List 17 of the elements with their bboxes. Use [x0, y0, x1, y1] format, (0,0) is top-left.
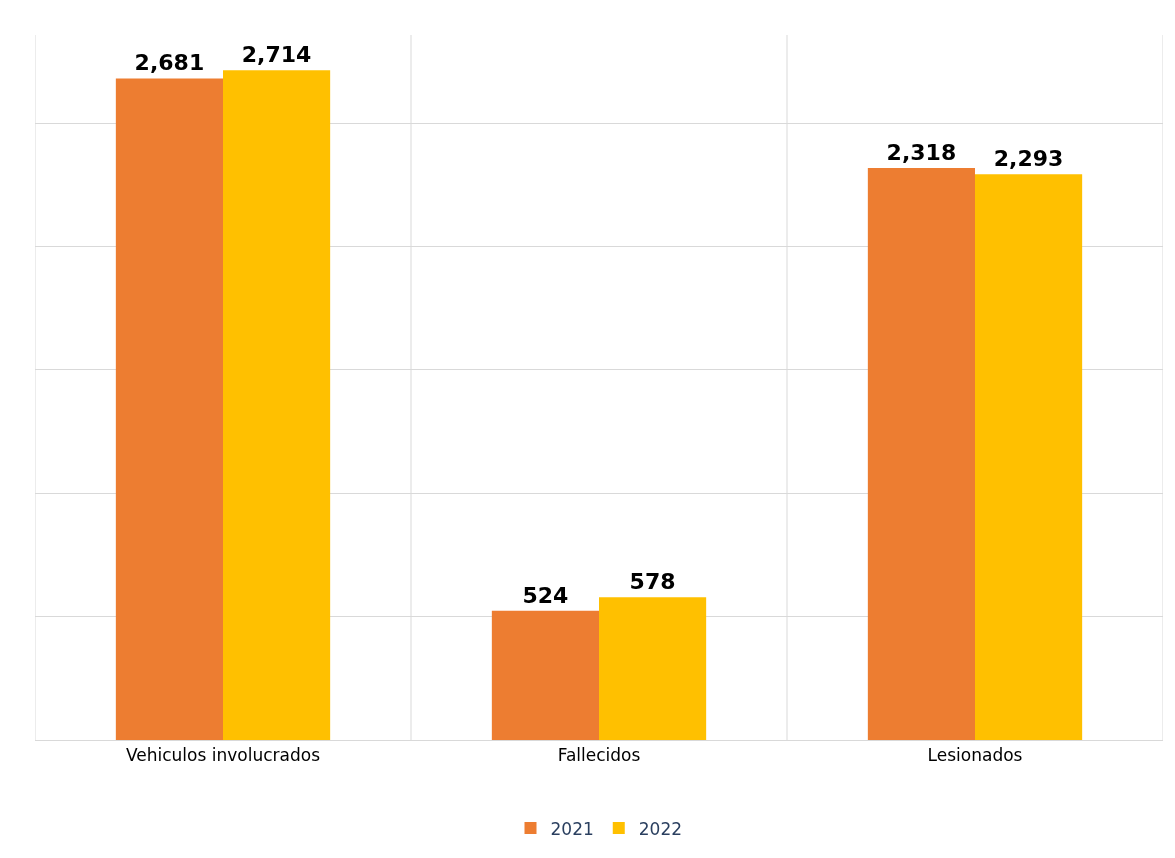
legend-label: 2021: [550, 818, 594, 839]
bar: [599, 597, 707, 740]
bar: [867, 167, 975, 740]
x-tick-label: Vehiculos involucrados: [125, 745, 321, 766]
data-label: 2,293: [993, 146, 1064, 172]
bar: [223, 70, 331, 740]
x-tick-label: Lesionados: [927, 745, 1023, 766]
data-label: 524: [522, 582, 569, 608]
data-label: 2,681: [134, 50, 205, 76]
x-tick-label: Fallecidos: [557, 745, 641, 766]
bar: [115, 78, 223, 740]
data-label: 578: [629, 569, 676, 595]
data-label: 2,714: [241, 42, 312, 68]
legend-label: 2022: [638, 818, 683, 839]
bar: [491, 610, 599, 740]
bar: [975, 174, 1083, 740]
data-label: 2,318: [886, 139, 957, 165]
